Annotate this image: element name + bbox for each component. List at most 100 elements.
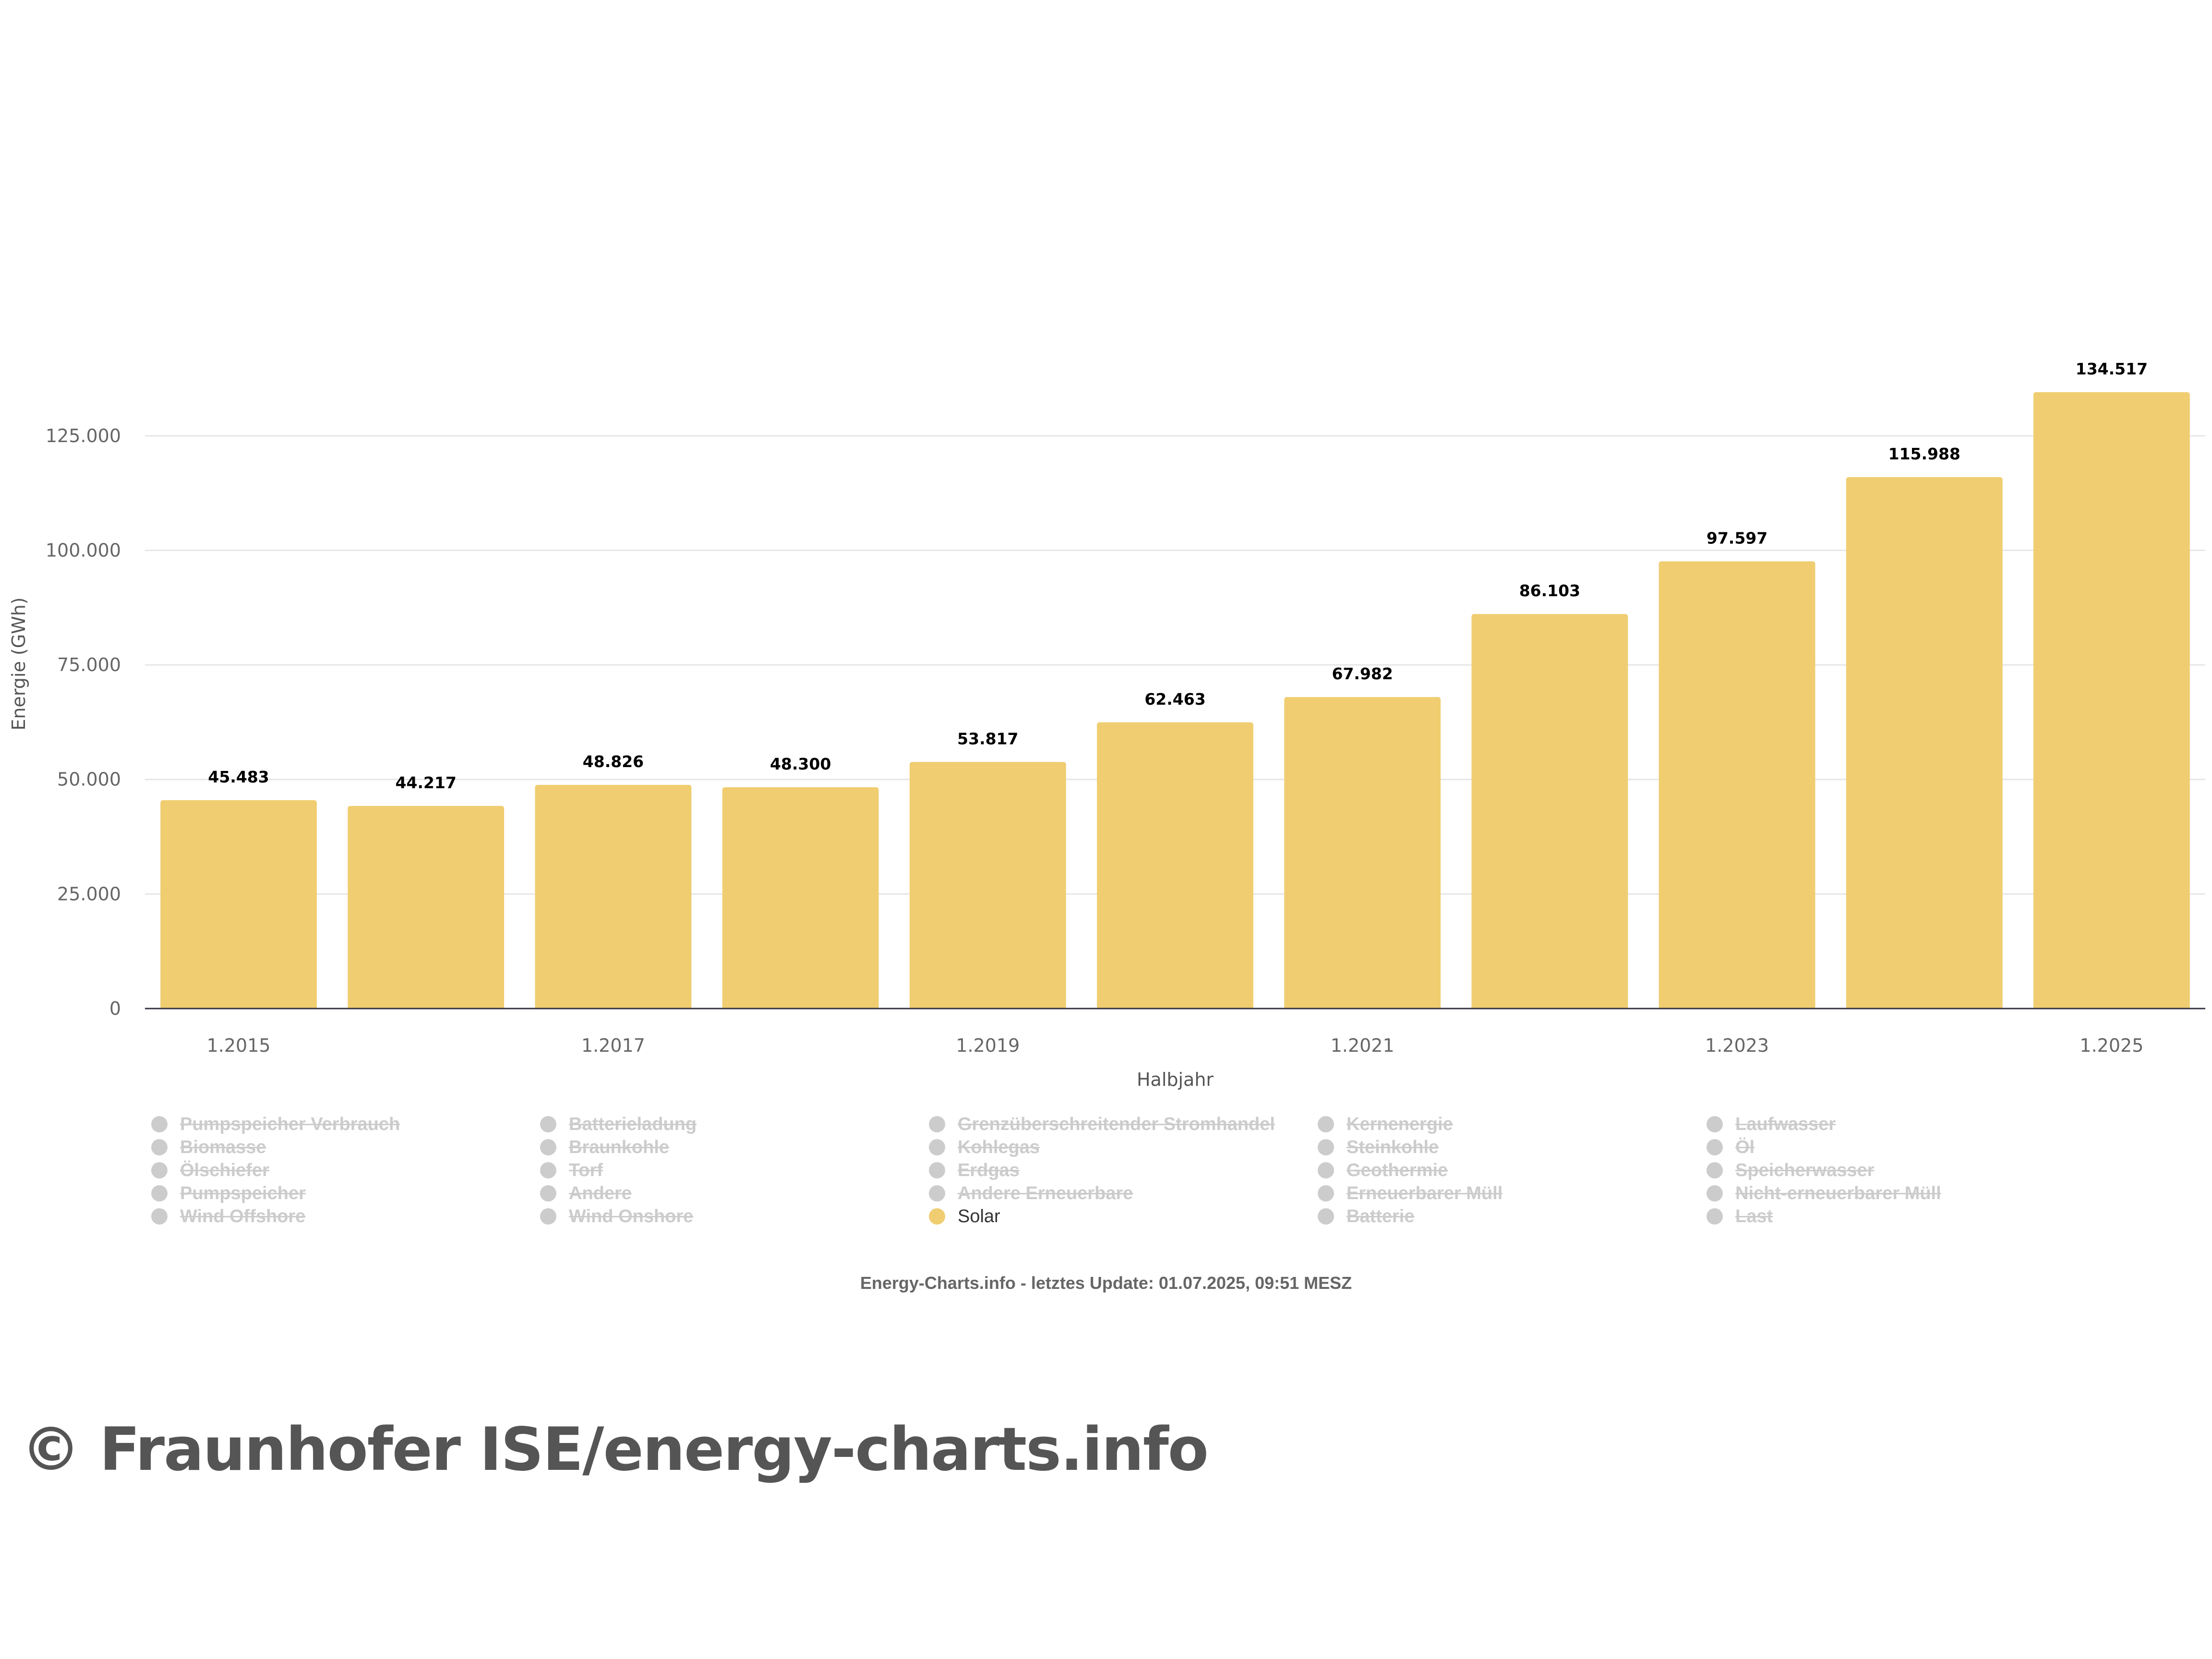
legend-marker-icon — [1707, 1116, 1723, 1132]
legend-marker-icon — [1318, 1116, 1334, 1132]
bar[interactable] — [160, 800, 317, 1009]
legend-item[interactable]: Wind Offshore — [151, 1205, 540, 1228]
legend-item-label: Wind Offshore — [180, 1206, 306, 1226]
legend-item-label: Kernenergie — [1346, 1114, 1453, 1134]
legend-marker-icon — [1707, 1139, 1723, 1155]
legend-item[interactable]: Biomasse — [151, 1136, 540, 1159]
x-tick-label: 1.2023 — [1705, 1035, 1769, 1056]
legend-item-label: Laufwasser — [1735, 1114, 1836, 1134]
data-labels: 45.483 44.217 48.826 48.300 53.817 62.463 67.9… — [208, 360, 2148, 792]
legend-item-label: Torf — [569, 1160, 603, 1180]
legend-item-label: Speicherwasser — [1735, 1160, 1875, 1180]
legend-item-label: Ölschiefer — [180, 1160, 269, 1180]
legend-marker-icon — [540, 1185, 556, 1202]
bar-data-label: 67.982 — [1332, 664, 1393, 683]
legend-item-label: Wind Onshore — [569, 1206, 694, 1226]
legend-marker-icon — [929, 1116, 945, 1132]
legend-item[interactable]: Solar — [929, 1205, 1318, 1228]
legend-item-label: Solar — [958, 1206, 1000, 1226]
copyright-watermark: © Fraunhofer ISE/energy-charts.info — [21, 1415, 1209, 1484]
legend-marker-icon — [1707, 1208, 1723, 1225]
legend-marker-icon — [151, 1116, 168, 1132]
bar[interactable] — [722, 787, 879, 1009]
x-tick-label: 1.2015 — [207, 1035, 271, 1056]
legend-item[interactable]: Andere — [540, 1182, 929, 1205]
y-tick-label: 50.000 — [57, 769, 121, 790]
legend-item[interactable]: Batterieladung — [540, 1113, 929, 1136]
legend-item-label: Geothermie — [1346, 1160, 1448, 1180]
credits-text[interactable]: Energy-Charts.info - letztes Update: 01.… — [860, 1273, 1352, 1293]
legend-marker-icon — [1318, 1208, 1334, 1225]
y-tick-label: 125.000 — [46, 425, 121, 446]
x-tick-label: 1.2021 — [1331, 1035, 1395, 1056]
legend-item-label: Erneuerbarer Müll — [1346, 1183, 1503, 1203]
legend-item-label: Grenzüberschreitender Stromhandel — [958, 1114, 1275, 1134]
bar-data-label: 48.826 — [583, 752, 644, 771]
legend-item-label: Biomasse — [180, 1137, 266, 1157]
bar[interactable] — [1846, 477, 2003, 1009]
legend-marker-icon — [1707, 1162, 1723, 1178]
legend-item-label: Pumpspeicher — [180, 1183, 306, 1203]
legend-item[interactable]: Last — [1707, 1205, 2095, 1228]
legend-item-label: Öl — [1735, 1137, 1755, 1157]
legend-item[interactable]: Geothermie — [1318, 1159, 1707, 1182]
x-tick-label: 1.2017 — [581, 1035, 645, 1056]
legend-marker-icon — [540, 1116, 556, 1132]
legend-item-label: Batterieladung — [569, 1114, 697, 1134]
legend-item[interactable]: Batterie — [1318, 1205, 1707, 1228]
legend-item[interactable]: Braunkohle — [540, 1136, 929, 1159]
legend-marker-icon — [1318, 1139, 1334, 1155]
bar[interactable] — [1284, 697, 1441, 1009]
legend-item[interactable]: Grenzüberschreitender Stromhandel — [929, 1113, 1318, 1136]
legend-item-label: Andere Erneuerbare — [958, 1183, 1133, 1203]
legend-item[interactable]: Kernenergie — [1318, 1113, 1707, 1136]
bar[interactable] — [2033, 392, 2190, 1009]
bar[interactable] — [1097, 722, 1253, 1009]
legend-item[interactable]: Laufwasser — [1707, 1113, 2095, 1136]
bar[interactable] — [1471, 614, 1628, 1009]
bar-data-label: 44.217 — [396, 773, 457, 792]
legend-item[interactable]: Öl — [1707, 1136, 2095, 1159]
bar[interactable] — [909, 762, 1066, 1009]
legend-marker-icon — [540, 1208, 556, 1225]
bar-data-label: 134.517 — [2076, 360, 2148, 378]
y-axis-ticks: 0 25.000 50.000 75.000 100.000 125.000 — [46, 425, 121, 1019]
legend-item[interactable]: Erdgas — [929, 1159, 1318, 1182]
legend-marker-icon — [1318, 1162, 1334, 1178]
x-axis-ticks: 1.2015 1.2017 1.2019 1.2021 1.2023 1.2025 — [207, 1035, 2144, 1056]
legend-item[interactable]: Pumpspeicher — [151, 1182, 540, 1205]
legend-item[interactable]: Kohlegas — [929, 1136, 1318, 1159]
legend-marker-icon — [1318, 1185, 1334, 1202]
legend-item-label: Braunkohle — [569, 1137, 670, 1157]
x-tick-label: 1.2019 — [956, 1035, 1020, 1056]
legend-item[interactable]: Speicherwasser — [1707, 1159, 2095, 1182]
legend-item[interactable]: Andere Erneuerbare — [929, 1182, 1318, 1205]
bar[interactable] — [348, 805, 505, 1009]
legend-marker-icon — [151, 1208, 168, 1225]
legend-item-label: Andere — [569, 1183, 632, 1203]
legend-item[interactable]: Steinkohle — [1318, 1136, 1707, 1159]
legend-marker-icon — [929, 1162, 945, 1178]
legend-item[interactable]: Erneuerbarer Müll — [1318, 1182, 1707, 1205]
legend-marker-icon — [151, 1185, 168, 1202]
bar-data-label: 53.817 — [957, 729, 1018, 748]
legend-item-label: Last — [1735, 1206, 1773, 1226]
legend-item-label: Batterie — [1346, 1206, 1415, 1226]
bars — [160, 392, 2190, 1009]
bar[interactable] — [535, 784, 692, 1009]
x-axis-title: Halbjahr — [1137, 1069, 1214, 1090]
y-tick-label: 25.000 — [57, 883, 121, 904]
legend-item[interactable]: Pumpspeicher Verbrauch — [151, 1113, 540, 1136]
legend-item[interactable]: Wind Onshore — [540, 1205, 929, 1228]
legend-item[interactable]: Torf — [540, 1159, 929, 1182]
bar-data-label: 97.597 — [1707, 529, 1767, 547]
legend-item-label: Pumpspeicher Verbrauch — [180, 1114, 400, 1134]
legend-item-label: Erdgas — [958, 1160, 1020, 1180]
legend-item[interactable]: Nicht-erneuerbarer Müll — [1707, 1182, 2095, 1205]
bar[interactable] — [1659, 561, 1815, 1009]
legend-marker-icon — [151, 1162, 168, 1178]
legend-marker-icon — [929, 1208, 945, 1225]
bar-data-label: 62.463 — [1144, 690, 1205, 709]
legend-item[interactable]: Ölschiefer — [151, 1159, 540, 1182]
bar-chart: 0 25.000 50.000 75.000 100.000 125.000 1.2015… — [8, 360, 2205, 1090]
